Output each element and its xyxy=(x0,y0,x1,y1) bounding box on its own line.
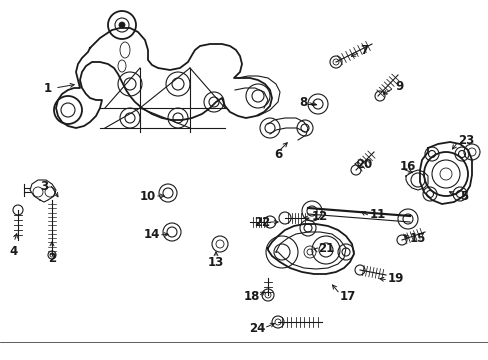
Text: 24: 24 xyxy=(249,321,265,334)
Text: 20: 20 xyxy=(355,158,371,171)
Text: 15: 15 xyxy=(409,231,426,244)
Text: 8: 8 xyxy=(299,95,307,108)
Text: 1: 1 xyxy=(44,81,52,94)
Text: 4: 4 xyxy=(10,245,18,258)
Text: 10: 10 xyxy=(140,189,156,202)
Text: 6: 6 xyxy=(273,148,282,161)
Text: 2: 2 xyxy=(48,252,56,265)
Text: 16: 16 xyxy=(399,159,415,172)
Text: 18: 18 xyxy=(243,289,260,302)
Text: 17: 17 xyxy=(339,289,356,302)
Text: 23: 23 xyxy=(457,134,473,147)
Text: 14: 14 xyxy=(143,229,160,242)
Text: 12: 12 xyxy=(311,210,327,222)
Text: 5: 5 xyxy=(459,189,468,202)
Text: 11: 11 xyxy=(369,207,386,220)
Text: 19: 19 xyxy=(387,271,404,284)
Text: 13: 13 xyxy=(207,256,224,269)
Text: 9: 9 xyxy=(394,80,403,93)
Text: 22: 22 xyxy=(253,216,269,229)
Text: 3: 3 xyxy=(40,180,48,193)
Text: 21: 21 xyxy=(317,242,334,255)
Text: 7: 7 xyxy=(359,44,367,57)
Circle shape xyxy=(119,22,125,28)
